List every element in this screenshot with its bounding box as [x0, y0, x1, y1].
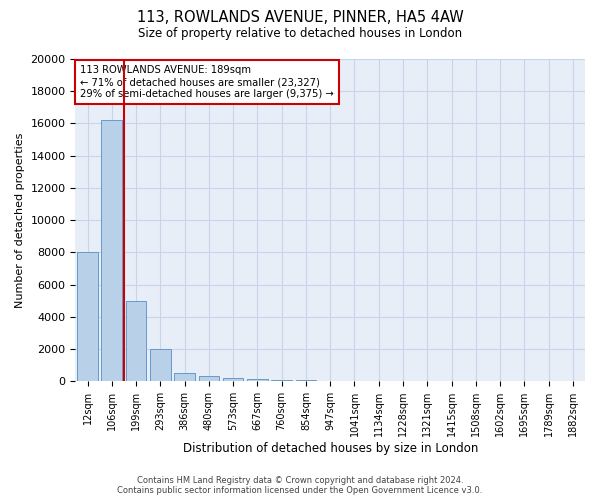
- X-axis label: Distribution of detached houses by size in London: Distribution of detached houses by size …: [182, 442, 478, 455]
- Text: 113, ROWLANDS AVENUE, PINNER, HA5 4AW: 113, ROWLANDS AVENUE, PINNER, HA5 4AW: [137, 10, 463, 25]
- Bar: [150, 349, 170, 381]
- Text: 113 ROWLANDS AVENUE: 189sqm
← 71% of detached houses are smaller (23,327)
29% of: 113 ROWLANDS AVENUE: 189sqm ← 71% of det…: [80, 66, 334, 98]
- Y-axis label: Number of detached properties: Number of detached properties: [15, 132, 25, 308]
- Bar: [247, 379, 268, 381]
- Bar: [174, 373, 195, 381]
- Text: Contains HM Land Registry data © Crown copyright and database right 2024.
Contai: Contains HM Land Registry data © Crown c…: [118, 476, 482, 495]
- Bar: [126, 300, 146, 381]
- Text: Size of property relative to detached houses in London: Size of property relative to detached ho…: [138, 28, 462, 40]
- Bar: [223, 378, 244, 381]
- Bar: [199, 376, 219, 381]
- Bar: [271, 380, 292, 381]
- Bar: [296, 380, 316, 381]
- Bar: [101, 120, 122, 381]
- Bar: [77, 252, 98, 381]
